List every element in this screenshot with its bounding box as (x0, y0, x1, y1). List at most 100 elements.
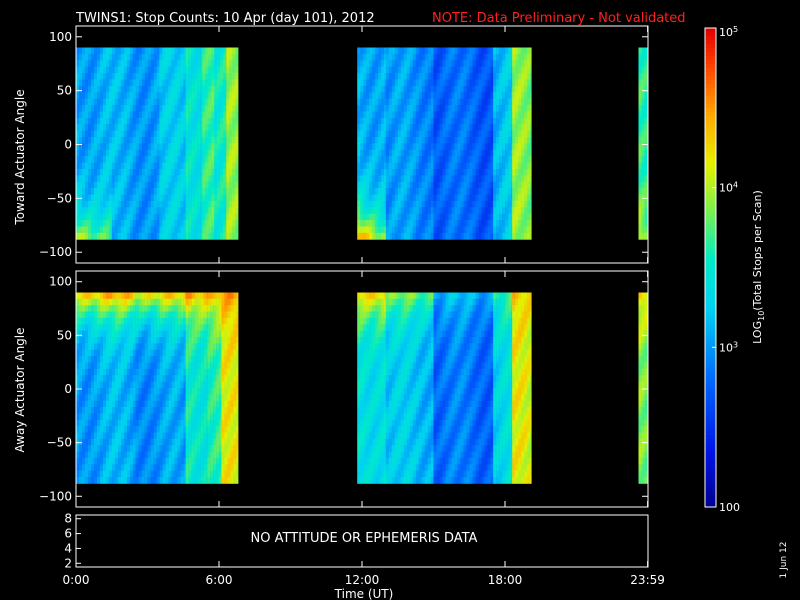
top-heatmap-cell (445, 213, 449, 221)
top-heatmap-cell (132, 156, 137, 163)
top-heatmap-cell (197, 143, 201, 151)
bottom-heatmap-cell (127, 451, 131, 459)
top-heatmap-cell (202, 156, 206, 163)
bottom-heatmap-cell (206, 451, 208, 459)
bottom-heatmap-cell (82, 305, 86, 312)
top-heatmap-cell (223, 220, 227, 227)
top-heatmap-cell (366, 98, 370, 106)
top-heatmap-cell (481, 156, 485, 163)
top-heatmap-cell (439, 124, 443, 131)
top-heatmap-cell (466, 92, 470, 100)
top-heatmap-cell (463, 117, 467, 125)
top-heatmap-cell (183, 130, 186, 138)
bottom-heatmap-cell (150, 337, 154, 344)
top-heatmap-cell (177, 92, 181, 100)
top-heatmap-cell (475, 111, 479, 119)
bottom-heatmap-cell (138, 432, 142, 440)
top-heatmap-cell (220, 47, 224, 55)
top-heatmap-cell (478, 79, 482, 87)
bottom-heatmap-cell (197, 337, 201, 344)
top-heatmap-cell (502, 105, 506, 112)
bottom-heatmap-cell (183, 413, 186, 421)
top-heatmap-cell (460, 98, 464, 106)
top-heatmap-cell (235, 92, 239, 100)
top-heatmap-cell (481, 85, 485, 93)
bottom-heatmap-cell (162, 375, 166, 382)
top-heatmap-cell (194, 162, 198, 170)
bottom-heatmap-cell (138, 477, 142, 484)
top-heatmap-cell (76, 60, 80, 68)
top-heatmap-cell (153, 66, 158, 74)
bottom-heatmap-cell (133, 470, 136, 478)
top-heatmap-cell (153, 169, 158, 176)
bottom-heatmap-cell (133, 343, 136, 351)
top-heatmap-cell (211, 73, 215, 80)
top-heatmap-cell (162, 207, 166, 215)
bottom-heatmap-cell (94, 311, 98, 319)
top-heatmap-cell (126, 207, 131, 215)
top-heatmap-cell (185, 47, 189, 55)
top-heatmap-cell (394, 143, 399, 151)
top-heatmap-cell (460, 79, 464, 87)
top-heatmap-cell (638, 232, 642, 240)
top-heatmap-cell (191, 111, 195, 119)
bottom-heatmap-cell (97, 426, 101, 433)
top-heatmap-cell (515, 220, 519, 227)
top-heatmap-cell (162, 98, 166, 106)
bottom-heatmap-cell (100, 432, 104, 440)
top-heatmap-cell (457, 105, 461, 112)
top-heatmap-cell (180, 149, 184, 157)
top-heatmap-cell (200, 194, 203, 202)
bottom-heatmap-cell (141, 368, 145, 376)
top-heatmap-cell (527, 143, 531, 151)
top-heatmap-cell (403, 143, 408, 151)
top-heatmap-cell (357, 200, 361, 208)
top-heatmap-cell (235, 117, 239, 125)
top-heatmap-cell (378, 181, 382, 189)
top-heatmap-cell (217, 53, 221, 61)
top-heatmap-cell (400, 232, 405, 240)
top-heatmap-cell (106, 53, 110, 61)
top-heatmap-cell (235, 156, 239, 163)
top-heatmap-cell (512, 194, 516, 202)
top-heatmap-cell (487, 53, 491, 61)
bottom-heatmap-cell (162, 470, 166, 478)
top-heatmap-cell (188, 66, 192, 74)
top-heatmap-cell (88, 162, 92, 170)
top-heatmap-cell (191, 175, 195, 183)
top-heatmap-cell (217, 194, 221, 202)
bottom-heatmap-cell (171, 362, 175, 370)
top-heatmap-cell (391, 124, 396, 131)
top-heatmap-cell (527, 117, 531, 125)
bottom-heatmap-cell (168, 337, 172, 344)
top-heatmap-cell (385, 117, 390, 125)
top-heatmap-cell (88, 117, 92, 125)
bottom-heatmap-cell (127, 337, 131, 344)
bottom-heatmap-cell (180, 457, 184, 465)
bottom-heatmap-cell (121, 477, 125, 484)
top-heatmap-cell (512, 105, 516, 112)
bottom-heatmap-cell (144, 381, 148, 389)
bottom-heatmap-cell (147, 362, 151, 370)
top-heatmap-cell (165, 181, 169, 189)
top-heatmap-cell (141, 92, 146, 100)
top-heatmap-cell (103, 169, 107, 176)
bottom-heatmap-cell (185, 394, 189, 402)
bottom-heatmap-cell (133, 394, 136, 402)
bottom-heatmap-cell (174, 305, 178, 312)
top-heatmap-cell (214, 79, 218, 87)
top-heatmap-cell (180, 111, 184, 119)
top-heatmap-cell (481, 232, 485, 240)
top-heatmap-cell (82, 213, 86, 221)
top-heatmap-cell (496, 53, 500, 61)
top-heatmap-cell (153, 137, 158, 144)
bottom-heatmap-cell (171, 413, 175, 421)
top-heatmap-cell (499, 156, 503, 163)
bottom-heatmap-cell (174, 464, 178, 472)
bottom-heatmap-cell (103, 387, 107, 395)
top-heatmap-cell (433, 53, 437, 61)
bottom-heatmap-cell (200, 394, 204, 402)
bottom-heatmap-cell (177, 349, 181, 357)
bottom-heatmap-cell (185, 413, 189, 421)
bottom-heatmap-cell (203, 362, 207, 370)
